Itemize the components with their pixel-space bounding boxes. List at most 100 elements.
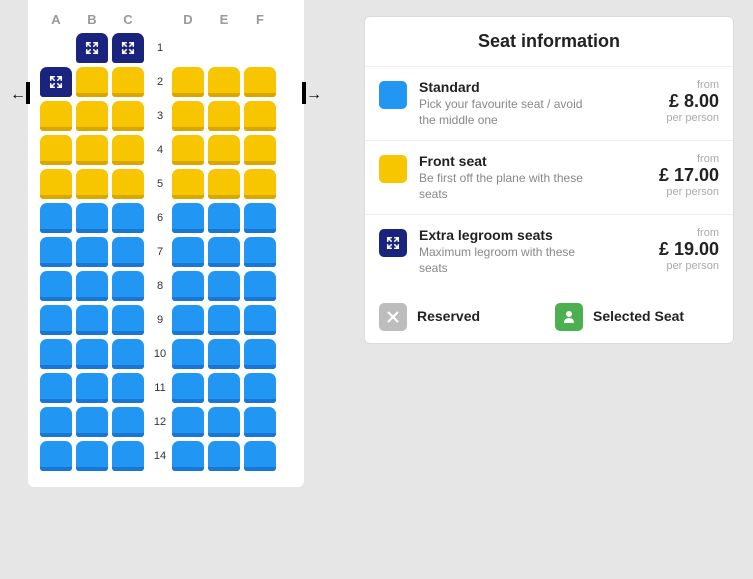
seat-5D[interactable] bbox=[172, 169, 204, 199]
seat-4A[interactable] bbox=[40, 135, 72, 165]
row-number: 5 bbox=[148, 178, 172, 190]
seat-7C[interactable] bbox=[112, 237, 144, 267]
seat-type-name: Front seat bbox=[419, 153, 647, 169]
seat-11D[interactable] bbox=[172, 373, 204, 403]
extra-swatch-icon bbox=[379, 229, 407, 257]
seat-14C[interactable] bbox=[112, 441, 144, 471]
seat-2A[interactable] bbox=[40, 67, 72, 97]
seat-8A[interactable] bbox=[40, 271, 72, 301]
seat-row-5: 5 bbox=[36, 169, 296, 199]
seat-14F[interactable] bbox=[244, 441, 276, 471]
seat-row-1: 1 bbox=[36, 33, 296, 63]
seat-8E[interactable] bbox=[208, 271, 240, 301]
seat-info-panel: Seat information StandardPick your favou… bbox=[364, 16, 734, 344]
exit-arrow-left-icon: ← bbox=[10, 86, 26, 104]
seat-6A[interactable] bbox=[40, 203, 72, 233]
seat-2D[interactable] bbox=[172, 67, 204, 97]
seat-3C[interactable] bbox=[112, 101, 144, 131]
seat-4C[interactable] bbox=[112, 135, 144, 165]
seat-11C[interactable] bbox=[112, 373, 144, 403]
seat-8F[interactable] bbox=[244, 271, 276, 301]
seat-7F[interactable] bbox=[244, 237, 276, 267]
seat-10B[interactable] bbox=[76, 339, 108, 369]
row-number: 1 bbox=[148, 42, 172, 54]
seat-11F[interactable] bbox=[244, 373, 276, 403]
seat-6C[interactable] bbox=[112, 203, 144, 233]
seat-type-front: Front seatBe first off the plane with th… bbox=[365, 141, 733, 215]
seat-7A[interactable] bbox=[40, 237, 72, 267]
seat-11E[interactable] bbox=[208, 373, 240, 403]
seat-2E[interactable] bbox=[208, 67, 240, 97]
seat-type-standard: StandardPick your favourite seat / avoid… bbox=[365, 67, 733, 141]
seat-14A[interactable] bbox=[40, 441, 72, 471]
seat-row-14: 14 bbox=[36, 441, 296, 471]
seat-3A[interactable] bbox=[40, 101, 72, 131]
seat-type-name: Standard bbox=[419, 79, 654, 95]
seat-3D[interactable] bbox=[172, 101, 204, 131]
seat-5A[interactable] bbox=[40, 169, 72, 199]
seat-9F[interactable] bbox=[244, 305, 276, 335]
seat-10D[interactable] bbox=[172, 339, 204, 369]
seat-6D[interactable] bbox=[172, 203, 204, 233]
seat-5B[interactable] bbox=[76, 169, 108, 199]
seat-2C[interactable] bbox=[112, 67, 144, 97]
seat-10A[interactable] bbox=[40, 339, 72, 369]
seat-7B[interactable] bbox=[76, 237, 108, 267]
seat-9E[interactable] bbox=[208, 305, 240, 335]
seat-12D[interactable] bbox=[172, 407, 204, 437]
legend-row: Reserved Selected Seat bbox=[365, 289, 733, 343]
seat-8C[interactable] bbox=[112, 271, 144, 301]
seat-8B[interactable] bbox=[76, 271, 108, 301]
seat-14D[interactable] bbox=[172, 441, 204, 471]
seat-4B[interactable] bbox=[76, 135, 108, 165]
seat-5C[interactable] bbox=[112, 169, 144, 199]
col-label-b: B bbox=[76, 12, 108, 27]
seat-3B[interactable] bbox=[76, 101, 108, 131]
legend-reserved-label: Reserved bbox=[417, 308, 480, 324]
seat-4F[interactable] bbox=[244, 135, 276, 165]
seat-10C[interactable] bbox=[112, 339, 144, 369]
seat-7E[interactable] bbox=[208, 237, 240, 267]
seat-12A[interactable] bbox=[40, 407, 72, 437]
seat-9C[interactable] bbox=[112, 305, 144, 335]
seat-12F[interactable] bbox=[244, 407, 276, 437]
seat-9D[interactable] bbox=[172, 305, 204, 335]
seat-7D[interactable] bbox=[172, 237, 204, 267]
seat-11B[interactable] bbox=[76, 373, 108, 403]
seat-6B[interactable] bbox=[76, 203, 108, 233]
reserved-icon bbox=[379, 303, 407, 331]
seat-5E[interactable] bbox=[208, 169, 240, 199]
seat-3F[interactable] bbox=[244, 101, 276, 131]
seat-1B[interactable] bbox=[76, 33, 108, 63]
seat-14E[interactable] bbox=[208, 441, 240, 471]
seat-11A[interactable] bbox=[40, 373, 72, 403]
seat-1C[interactable] bbox=[112, 33, 144, 63]
seat-8D[interactable] bbox=[172, 271, 204, 301]
seat-type-price: from£ 8.00per person bbox=[666, 79, 719, 124]
seat-10E[interactable] bbox=[208, 339, 240, 369]
seat-9B[interactable] bbox=[76, 305, 108, 335]
seat-12C[interactable] bbox=[112, 407, 144, 437]
seat-6E[interactable] bbox=[208, 203, 240, 233]
col-label-e: E bbox=[208, 12, 240, 27]
seat-row-3: 3 bbox=[36, 101, 296, 131]
seat-2B[interactable] bbox=[76, 67, 108, 97]
row-number: 6 bbox=[148, 212, 172, 224]
seat-5F[interactable] bbox=[244, 169, 276, 199]
seat-row-2: 2 bbox=[36, 67, 296, 97]
row-number: 3 bbox=[148, 110, 172, 122]
col-label-a: A bbox=[40, 12, 72, 27]
seat-4E[interactable] bbox=[208, 135, 240, 165]
row-number: 14 bbox=[148, 450, 172, 462]
seat-14B[interactable] bbox=[76, 441, 108, 471]
seat-9A[interactable] bbox=[40, 305, 72, 335]
legend-selected-label: Selected Seat bbox=[593, 308, 684, 324]
seat-2F[interactable] bbox=[244, 67, 276, 97]
seat-map: A B C D E F 12345678910111214 bbox=[28, 0, 304, 487]
seat-6F[interactable] bbox=[244, 203, 276, 233]
seat-4D[interactable] bbox=[172, 135, 204, 165]
seat-3E[interactable] bbox=[208, 101, 240, 131]
seat-12B[interactable] bbox=[76, 407, 108, 437]
seat-10F[interactable] bbox=[244, 339, 276, 369]
seat-12E[interactable] bbox=[208, 407, 240, 437]
